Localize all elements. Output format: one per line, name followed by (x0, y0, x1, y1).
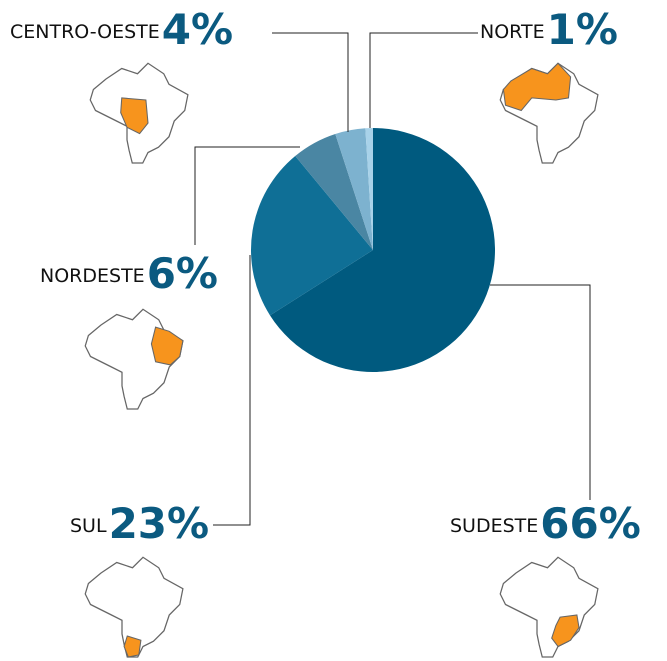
pie-slice (335, 128, 373, 250)
region-map (499, 62, 599, 164)
region-map (499, 556, 599, 658)
pie-slice (365, 128, 373, 250)
value-label: 66% (540, 499, 641, 548)
value-label: 6% (147, 249, 218, 298)
pie (251, 128, 495, 372)
slice-label: NORDESTE6% (40, 249, 218, 298)
region-map (89, 62, 189, 164)
pie-slice (269, 128, 495, 372)
map-region (551, 614, 580, 648)
pie-slice (251, 155, 373, 316)
region-map (84, 308, 184, 410)
slice-label: NORTE1% (480, 5, 618, 54)
slice-label: SUL23% (70, 499, 209, 548)
category-name: CENTRO-OESTE (10, 21, 160, 43)
map-region (120, 97, 149, 135)
category-name: NORTE (480, 21, 545, 43)
slice-label: SUDESTE66% (450, 499, 641, 548)
map-region (123, 635, 142, 658)
value-label: 4% (162, 5, 233, 54)
category-name: SUDESTE (450, 515, 538, 537)
region-map (84, 556, 184, 658)
map-outline (84, 556, 184, 658)
callout-line (213, 255, 251, 526)
pie-slice (295, 133, 373, 250)
slice-label: CENTRO-OESTE4% (10, 5, 233, 54)
callout-line (490, 284, 591, 500)
map-outline (499, 556, 599, 658)
callouts (194, 32, 591, 526)
category-name: SUL (70, 515, 107, 537)
category-name: NORDESTE (40, 265, 145, 287)
value-label: 1% (547, 5, 618, 54)
value-label: 23% (109, 499, 210, 548)
callout-line (194, 146, 300, 245)
map-region (502, 62, 572, 112)
map-region (150, 326, 184, 366)
callout-line (369, 32, 478, 128)
callout-line (272, 32, 349, 132)
